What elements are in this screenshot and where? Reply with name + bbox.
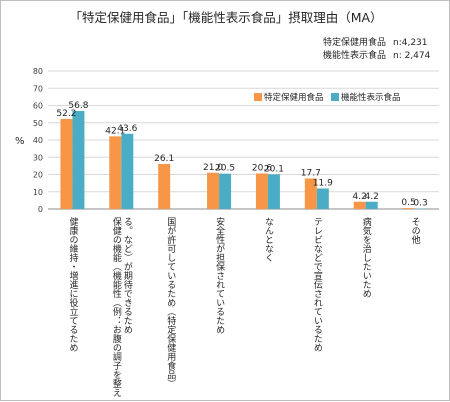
legend: 特定保健用食品 機能性表示食品 bbox=[254, 92, 401, 103]
data-label: 4.2 bbox=[365, 192, 379, 202]
category-label-line: 健康の維持・増進に役立てるため bbox=[67, 216, 78, 352]
legend-swatch-2 bbox=[331, 93, 339, 101]
y-tick-label: 40 bbox=[33, 136, 43, 145]
data-label: 20.1 bbox=[264, 164, 284, 174]
sample-label-1: 特定保健用食品 bbox=[323, 36, 386, 48]
category-labels: 健康の維持・増進に役立てるため 保健の機能（機能性（例：お腹の調子を整え る。など）… bbox=[67, 216, 420, 397]
gridlines bbox=[48, 70, 439, 210]
category-label-line: 病気を治したいため bbox=[361, 216, 372, 298]
bars bbox=[60, 111, 427, 209]
data-label: 21.0 bbox=[203, 163, 223, 173]
y-tick-label: 70 bbox=[33, 84, 43, 93]
y-tick-label: 80 bbox=[33, 67, 43, 76]
category-label: なんとなく bbox=[263, 217, 274, 262]
bar-kinousei bbox=[365, 201, 378, 209]
y-tick-label: 30 bbox=[33, 153, 43, 162]
data-label: 52.2 bbox=[56, 109, 76, 119]
chart-title: 「特定保健用食品」「機能性表示食品」摂取理由（MA） bbox=[69, 10, 382, 25]
legend-item-1: 特定保健用食品 bbox=[264, 92, 324, 103]
bar-tokuho bbox=[158, 163, 171, 209]
y-tick-label: 60 bbox=[33, 102, 43, 111]
legend-item-2: 機能性表示食品 bbox=[341, 92, 401, 103]
category-label-line: る。など）が期待できるため bbox=[122, 217, 133, 334]
y-axis-ticks: 80 70 60 50 40 30 20 10 0 bbox=[33, 67, 43, 214]
y-tick-label: 10 bbox=[33, 188, 43, 197]
category-label: 安全性が担保されているため bbox=[214, 216, 225, 334]
data-label: 17.7 bbox=[301, 168, 321, 178]
bar-kinousei bbox=[121, 133, 134, 209]
bar-kinousei bbox=[414, 208, 427, 209]
data-label: 26.1 bbox=[154, 154, 174, 164]
category-label: テレビなどで宣伝されているため bbox=[312, 217, 323, 352]
bar-kinousei bbox=[72, 111, 85, 209]
bar-tokuho bbox=[255, 173, 268, 209]
y-tick-label: 0 bbox=[38, 205, 43, 214]
bar-kinousei bbox=[267, 174, 280, 209]
sample-label-2: 機能性表示食品 bbox=[323, 49, 386, 61]
sample-size-block: 特定保健用食品 n:4,231 機能性表示食品 n: 2,474 bbox=[323, 36, 431, 61]
category-label-line: 安全性が担保されているため bbox=[214, 216, 225, 334]
category-label-line: 国が許可しているため（特定保健用食品） bbox=[165, 217, 176, 388]
bar-tokuho bbox=[207, 172, 220, 209]
bar-tokuho bbox=[109, 136, 122, 209]
data-label: 43.6 bbox=[117, 124, 137, 134]
category-label: 国が許可しているため（特定保健用食品） bbox=[165, 217, 176, 388]
category-label: その他 bbox=[410, 217, 421, 245]
category-label-line: その他 bbox=[410, 217, 421, 245]
legend-swatch-1 bbox=[254, 93, 262, 101]
category-label-line: 保健の機能（機能性（例：お腹の調子を整え bbox=[111, 216, 122, 397]
data-label: 0.3 bbox=[413, 198, 427, 208]
sample-n-2: n: 2,474 bbox=[393, 51, 431, 61]
category-label: 健康の維持・増進に役立てるため bbox=[67, 216, 78, 352]
data-labels: 52.256.8 42.143.6 26.1 21.020.5 20.620.1 17.7… bbox=[56, 101, 427, 208]
category-label: 保健の機能（機能性（例：お腹の調子を整え る。など）が期待できるため bbox=[111, 216, 133, 397]
sample-n-1: n:4,231 bbox=[393, 38, 428, 48]
category-label: 病気を治したいため bbox=[361, 216, 372, 298]
bar-tokuho bbox=[304, 178, 317, 209]
data-label: 0.5 bbox=[401, 198, 415, 208]
category-label-line: なんとなく bbox=[263, 217, 274, 262]
category-label-line: テレビなどで宣伝されているため bbox=[312, 217, 323, 352]
bar-tokuho bbox=[353, 201, 366, 209]
bar-kinousei bbox=[219, 173, 232, 209]
y-tick-label: 20 bbox=[33, 171, 43, 180]
data-label: 20.6 bbox=[252, 163, 272, 173]
data-label: 4.2 bbox=[353, 192, 367, 202]
y-axis-label: % bbox=[15, 136, 25, 147]
data-label: 20.5 bbox=[215, 164, 235, 174]
bar-tokuho bbox=[402, 208, 415, 209]
bar-kinousei bbox=[316, 188, 329, 209]
data-label: 42.1 bbox=[105, 126, 125, 136]
data-label: 56.8 bbox=[68, 101, 88, 111]
y-tick-label: 50 bbox=[33, 119, 43, 128]
bar-tokuho bbox=[60, 118, 73, 209]
data-label: 11.9 bbox=[313, 178, 333, 188]
